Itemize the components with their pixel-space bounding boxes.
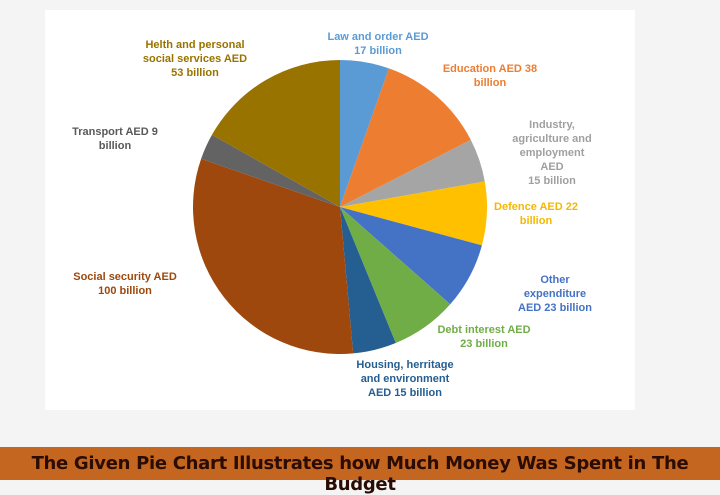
slice-label: Helth and personal social services AED 5… bbox=[142, 39, 248, 79]
pie-svg bbox=[192, 60, 488, 354]
title-banner: The Given Pie Chart Illustrates how Much… bbox=[0, 447, 720, 495]
pie-chart: Law and order AED 17 billion Education AE… bbox=[45, 10, 635, 410]
slice-label: Debt interest AED 23 billion bbox=[437, 324, 531, 350]
pie-slice bbox=[340, 139, 485, 207]
pie-slice bbox=[340, 68, 471, 207]
slice-label: Social security AED 100 billion bbox=[73, 271, 177, 297]
pie-slice bbox=[340, 207, 451, 344]
slice-label: Transport AED 9 billion bbox=[72, 126, 158, 152]
banner-title: The Given Pie Chart Illustrates how Much… bbox=[31, 453, 689, 495]
slice-label: Other expenditure AED 23 billion bbox=[518, 274, 592, 314]
pie-slice bbox=[340, 181, 488, 246]
slice-label: Housing, herritage and environment AED 1… bbox=[356, 359, 454, 399]
slice-label: Industry, agriculture and employment AED… bbox=[512, 119, 592, 187]
pie-slice bbox=[340, 60, 389, 207]
pie-slice bbox=[340, 207, 396, 354]
pie-slice bbox=[192, 158, 354, 354]
slice-label: Law and order AED 17 billion bbox=[327, 31, 429, 57]
slice-label: Defence AED 22 billion bbox=[494, 201, 578, 227]
slice-label: Education AED 38 billion bbox=[442, 63, 538, 89]
pie-slice bbox=[211, 60, 340, 207]
pie-slice bbox=[201, 134, 340, 207]
pie-slice bbox=[340, 207, 482, 305]
